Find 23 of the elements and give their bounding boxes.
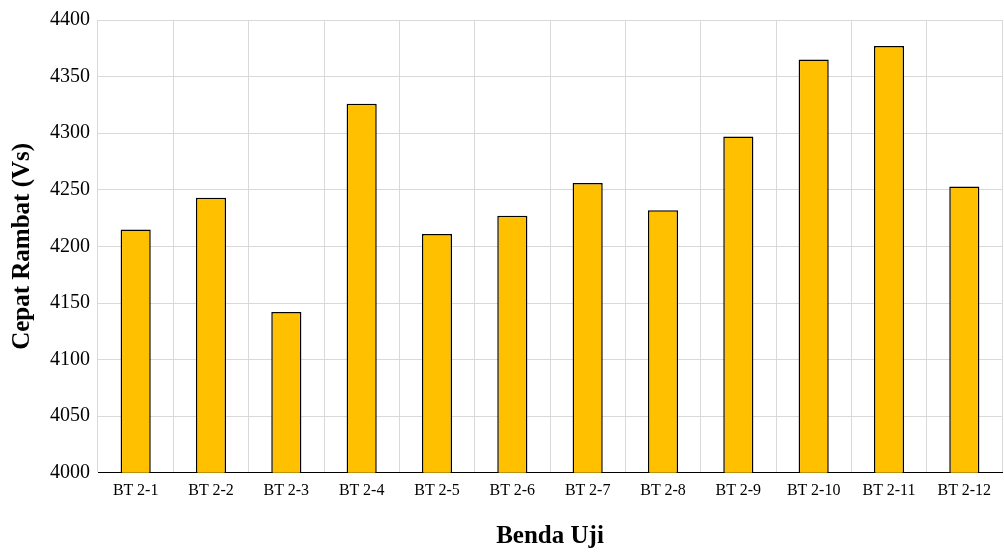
y-tick-label: 4400: [50, 7, 90, 30]
x-tick-label: BT 2-1: [112, 480, 159, 498]
x-tick-label: BT 2-2: [188, 480, 234, 498]
x-tick-label: BT 2-3: [263, 480, 310, 498]
x-axis-title: Benda Uji: [496, 521, 604, 549]
y-tick-label: 4100: [50, 346, 90, 369]
y-tick-label: 4250: [50, 177, 90, 200]
x-tick-label: BT 2-8: [640, 480, 686, 498]
x-tick-label: BT 2-11: [862, 480, 916, 498]
x-tick-label: BT 2-12: [937, 480, 992, 498]
y-tick-label: 4300: [50, 120, 90, 143]
y-tick-label: 4050: [50, 403, 90, 426]
x-tick-label: BT 2-4: [338, 480, 385, 498]
y-tick-label: 4150: [50, 290, 90, 313]
x-tick-label: BT 2-9: [715, 480, 762, 498]
y-tick-label: 4200: [50, 233, 90, 256]
x-tick-label: BT 2-5: [414, 480, 460, 498]
y-tick-label: 4000: [50, 460, 90, 483]
x-tick-label: BT 2-10: [786, 480, 841, 498]
x-tick-label: BT 2-6: [489, 480, 536, 498]
x-tick-label: BT 2-7: [564, 480, 611, 498]
y-axis-title: Cepat Rambat (Vs): [7, 142, 36, 350]
y-tick-label: 4350: [50, 63, 90, 86]
